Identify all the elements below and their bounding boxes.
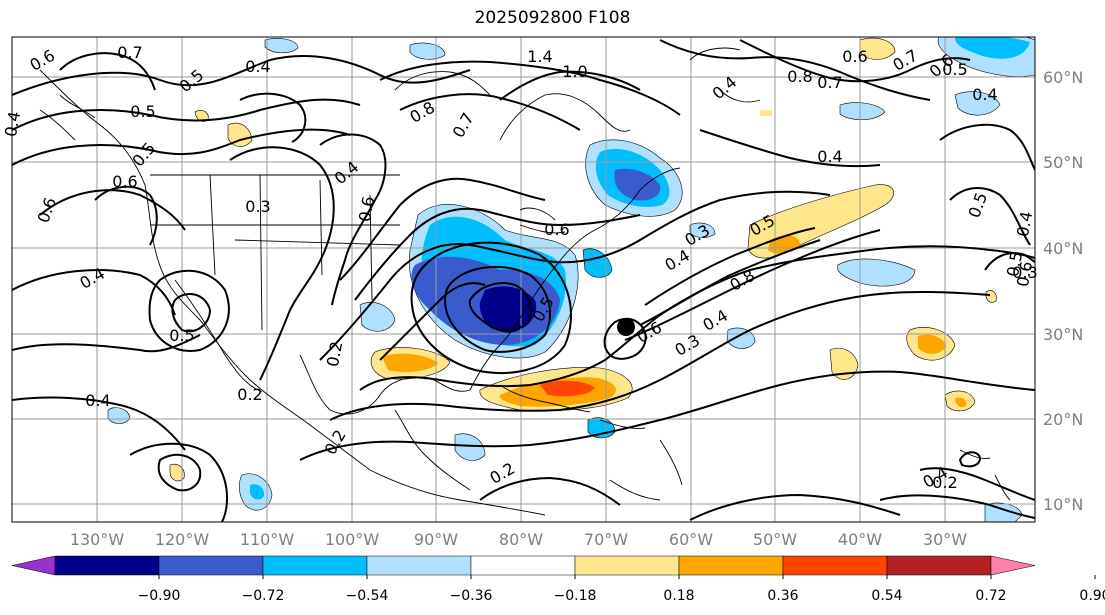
latitude-label: 50°N [1043,153,1083,172]
contour-label: 0.7 [817,73,842,92]
longitude-label: 120°W [155,530,210,549]
colorbar-segment [367,556,471,575]
colorbar-segment [783,556,887,575]
colorbar-segment [679,556,783,575]
contour-label: 0.4 [972,85,997,104]
contour-label: 0.4 [85,391,110,410]
colorbar-segment [471,556,575,575]
colorbar: −0.90 −0.72 −0.54 −0.36 −0.18 0.18 0.36 0.54 0.7… [12,556,1105,604]
longitude-label: 130°W [70,530,125,549]
colorbar-segment [887,556,991,575]
longitude-label: 60°W [669,530,713,549]
colorbar-extend-high [991,556,1035,575]
longitude-label: 80°W [499,530,543,549]
colorbar-tick-label: −0.18 [554,588,597,604]
colorbar-tick-label: −0.36 [450,588,493,604]
colorbar-tick-label: −0.90 [138,588,181,604]
longitude-label: 70°W [584,530,628,549]
colorbar-tick-label: 0.90 [1079,588,1105,604]
latitude-label: 30°N [1043,325,1083,344]
colorbar-tick-label: 0.54 [871,588,902,604]
colorbar-segment [263,556,367,575]
longitude-label: 50°W [753,530,797,549]
contour-label: 0.6 [842,47,867,66]
contour-label: 0.6 [112,172,137,191]
latitude-label: 60°N [1043,68,1083,87]
colorbar-ticks: −0.90 −0.72 −0.54 −0.36 −0.18 0.18 0.36 0.54 0.7… [138,575,1105,604]
colorbar-segments [12,556,1035,575]
contour-label: 0.3 [245,197,270,216]
longitude-label: 90°W [414,530,458,549]
latitude-label: 10°N [1043,495,1083,514]
storm-center-marker [617,318,635,336]
longitude-label: 40°W [838,530,882,549]
contour-label: 0.5 [942,60,967,79]
contour-label: 1.0 [562,62,587,81]
colorbar-segment [159,556,263,575]
colorbar-tick-label: 0.72 [975,588,1006,604]
longitude-label: 100°W [325,530,380,549]
colorbar-segment [55,556,159,575]
latitude-label: 20°N [1043,410,1083,429]
longitude-labels: 130°W 120°W 110°W 100°W 90°W 80°W 70°W 60°W 50°W… [70,530,967,549]
contour-label: 0.5 [130,102,155,121]
contour-label: 0.7 [117,43,142,62]
longitude-label: 110°W [240,530,295,549]
colorbar-tick-label: 0.18 [663,588,694,604]
longitude-label: 30°W [923,530,967,549]
contour-label: 0.6 [544,220,569,239]
contour-label: 0.2 [237,385,262,404]
contour-label: 0.4 [817,147,842,166]
contour-label: 0.5 [169,326,194,345]
contour-label: 0.2 [932,473,957,492]
contour-label: 1.4 [527,47,552,66]
colorbar-tick-label: −0.54 [346,588,389,604]
colorbar-tick-label: 0.36 [767,588,798,604]
contour-label: 0.8 [787,67,812,86]
latitude-label: 40°N [1043,239,1083,258]
colorbar-tick-label: −0.72 [242,588,285,604]
contour-label: 0.4 [245,57,270,76]
colorbar-segment [575,556,679,575]
latitude-labels: 60°N 50°N 40°N 30°N 20°N 10°N [1043,68,1083,514]
colorbar-extend-low [12,556,55,575]
